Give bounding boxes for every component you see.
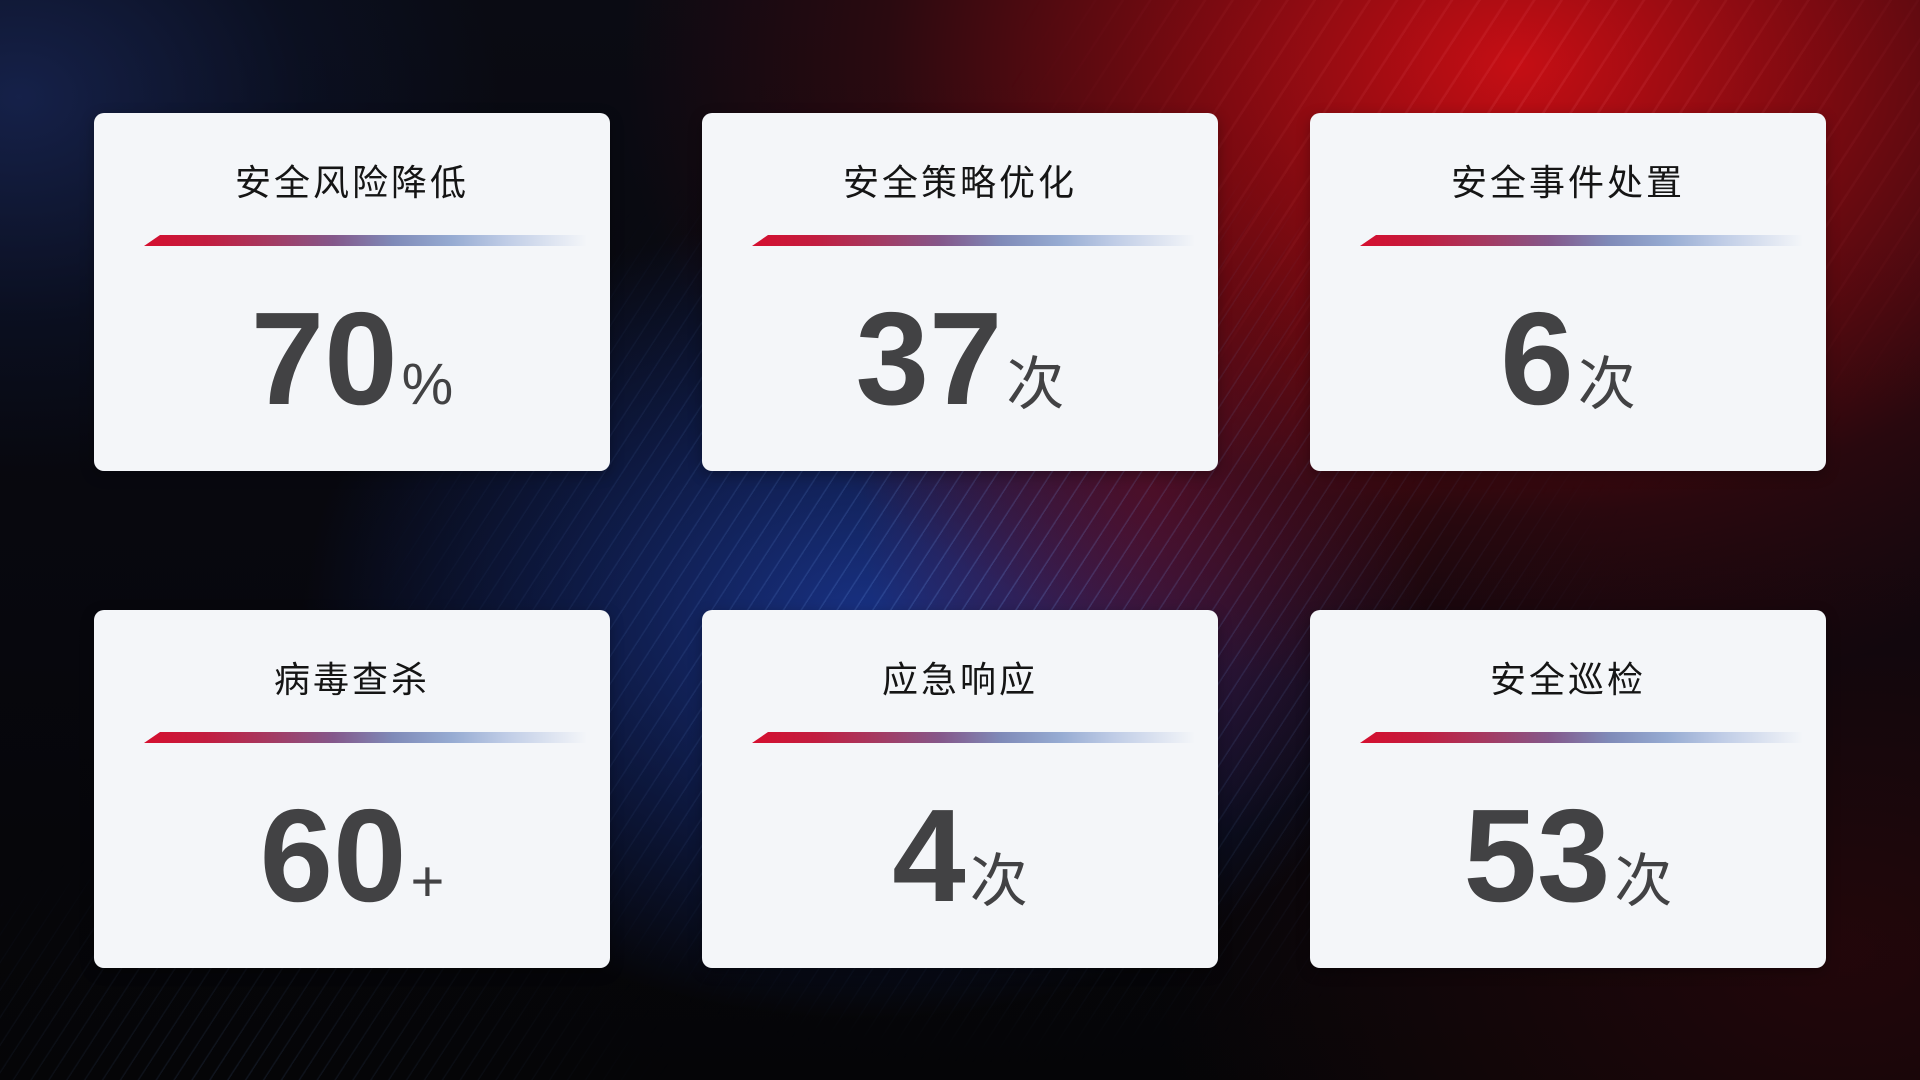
stat-card-security-inspection: 安全巡检 53 次 bbox=[1310, 610, 1826, 968]
card-title: 安全风险降低 bbox=[234, 162, 469, 203]
card-title: 安全巡检 bbox=[1489, 659, 1646, 700]
value-number: 6 bbox=[1500, 284, 1574, 432]
stat-card-emergency-response: 应急响应 4 次 bbox=[702, 610, 1218, 968]
gradient-divider bbox=[144, 235, 596, 246]
card-title: 安全事件处置 bbox=[1450, 162, 1685, 203]
value-unit: 次 bbox=[1006, 351, 1065, 417]
gradient-divider bbox=[752, 235, 1204, 246]
value-unit: 次 bbox=[969, 848, 1028, 914]
stats-grid: 安全风险降低 70 % 安全策略优化 37 次 安全事件处置 6 次 bbox=[94, 113, 1826, 968]
value-number: 70 bbox=[250, 284, 398, 432]
value-number: 53 bbox=[1463, 781, 1611, 929]
value-number: 60 bbox=[259, 781, 407, 929]
value-unit: 次 bbox=[1577, 351, 1636, 417]
value-unit: + bbox=[410, 848, 445, 914]
stat-card-incident-handling: 安全事件处置 6 次 bbox=[1310, 113, 1826, 471]
card-value: 4 次 bbox=[702, 743, 1218, 968]
card-value: 60 + bbox=[94, 743, 610, 968]
value-unit: % bbox=[401, 351, 454, 417]
card-value: 70 % bbox=[94, 246, 610, 471]
gradient-divider bbox=[1360, 732, 1812, 743]
card-value: 53 次 bbox=[1310, 743, 1826, 968]
stat-card-risk-reduction: 安全风险降低 70 % bbox=[94, 113, 610, 471]
gradient-divider bbox=[1360, 235, 1812, 246]
stat-card-virus-scan: 病毒查杀 60 + bbox=[94, 610, 610, 968]
gradient-divider bbox=[144, 732, 596, 743]
card-title: 应急响应 bbox=[881, 659, 1038, 700]
value-number: 37 bbox=[855, 284, 1003, 432]
card-title: 病毒查杀 bbox=[273, 659, 430, 700]
value-number: 4 bbox=[892, 781, 966, 929]
card-value: 6 次 bbox=[1310, 246, 1826, 471]
gradient-divider bbox=[752, 732, 1204, 743]
stat-card-policy-optimization: 安全策略优化 37 次 bbox=[702, 113, 1218, 471]
value-unit: 次 bbox=[1614, 848, 1673, 914]
card-title: 安全策略优化 bbox=[842, 162, 1077, 203]
card-value: 37 次 bbox=[702, 246, 1218, 471]
